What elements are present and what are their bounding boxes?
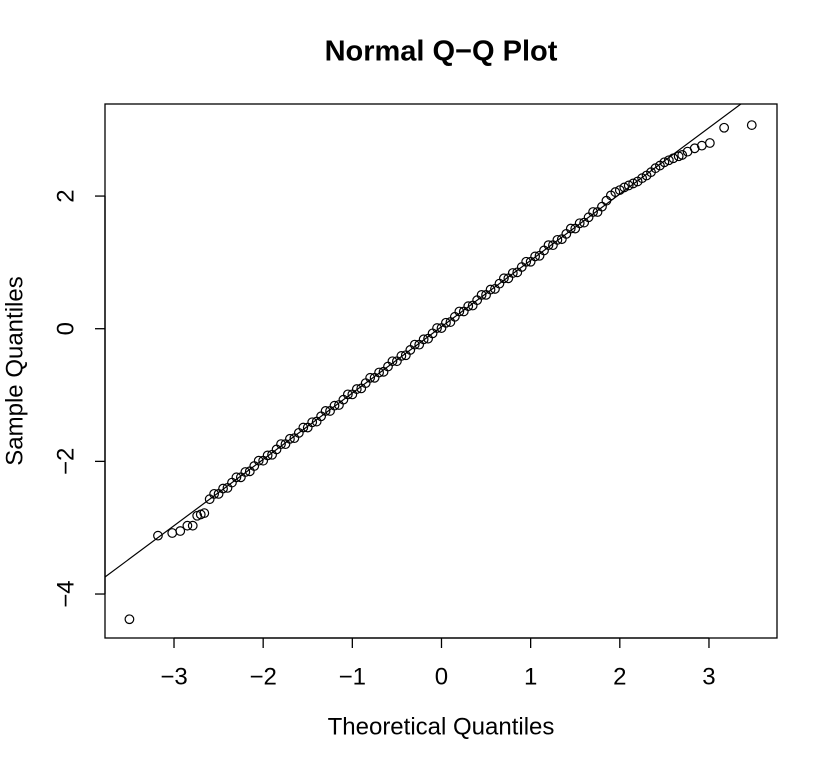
data-point bbox=[153, 530, 163, 541]
data-point bbox=[124, 614, 135, 625]
y-tick-label: −2 bbox=[52, 448, 79, 475]
data-point bbox=[677, 150, 688, 160]
data-point bbox=[441, 317, 451, 328]
data-point bbox=[746, 120, 757, 130]
data-point bbox=[552, 234, 563, 245]
data-point bbox=[610, 187, 621, 197]
x-tick-label: 1 bbox=[524, 663, 537, 690]
data-point bbox=[565, 223, 576, 234]
data-point bbox=[418, 334, 429, 345]
data-point bbox=[298, 422, 309, 433]
chart-title: Normal Q−Q Plot bbox=[325, 36, 558, 68]
x-tick-label: 2 bbox=[613, 663, 626, 690]
data-point bbox=[619, 182, 630, 193]
data-point bbox=[262, 450, 273, 461]
data-point bbox=[285, 433, 295, 444]
data-point bbox=[463, 301, 474, 312]
data-point bbox=[719, 122, 730, 133]
data-point bbox=[663, 155, 674, 166]
data-point bbox=[574, 218, 585, 229]
data-point bbox=[668, 153, 679, 164]
data-point bbox=[329, 400, 340, 411]
data-point bbox=[187, 520, 198, 531]
x-tick-label: 3 bbox=[702, 663, 715, 690]
y-tick-label: 0 bbox=[52, 322, 79, 335]
x-tick-label: −3 bbox=[160, 663, 187, 690]
data-point bbox=[307, 417, 318, 428]
y-tick-label: −4 bbox=[52, 580, 79, 607]
plot-area bbox=[105, 104, 757, 625]
data-point bbox=[499, 273, 509, 284]
data-point bbox=[432, 323, 442, 333]
x-tick-label: 0 bbox=[435, 663, 448, 690]
data-point bbox=[320, 406, 331, 416]
data-point bbox=[396, 351, 407, 361]
data-point bbox=[696, 140, 707, 151]
data-point bbox=[175, 526, 186, 536]
data-point bbox=[704, 138, 715, 148]
data-point bbox=[231, 472, 242, 483]
x-axis-label: Theoretical Quantiles bbox=[328, 713, 555, 740]
data-point bbox=[253, 455, 264, 466]
data-point bbox=[374, 367, 384, 378]
y-tick-label: 2 bbox=[52, 189, 79, 202]
data-point bbox=[521, 256, 532, 267]
data-point bbox=[409, 339, 420, 350]
data-point bbox=[623, 180, 634, 191]
data-point bbox=[588, 207, 598, 217]
data-point bbox=[530, 251, 541, 262]
data-point bbox=[218, 483, 228, 494]
data-point bbox=[240, 467, 251, 477]
data-point bbox=[276, 439, 286, 450]
data-point bbox=[351, 384, 362, 394]
plot-frame bbox=[104, 103, 778, 639]
data-point bbox=[342, 389, 353, 400]
data-point bbox=[199, 508, 210, 519]
data-point bbox=[387, 356, 398, 367]
x-tick-label: −1 bbox=[339, 663, 366, 690]
data-point bbox=[543, 240, 554, 251]
data-point bbox=[689, 143, 700, 154]
data-point bbox=[507, 268, 518, 278]
data-point bbox=[454, 306, 465, 317]
y-axis-label: Sample Quantiles bbox=[1, 276, 28, 465]
data-point bbox=[485, 284, 496, 295]
data-point bbox=[167, 528, 178, 538]
data-point bbox=[659, 157, 670, 168]
data-point bbox=[628, 178, 639, 189]
data-point bbox=[476, 289, 487, 300]
data-point bbox=[182, 520, 193, 531]
x-tick-label: −2 bbox=[249, 663, 276, 690]
data-point bbox=[365, 372, 376, 383]
data-point bbox=[209, 488, 220, 499]
